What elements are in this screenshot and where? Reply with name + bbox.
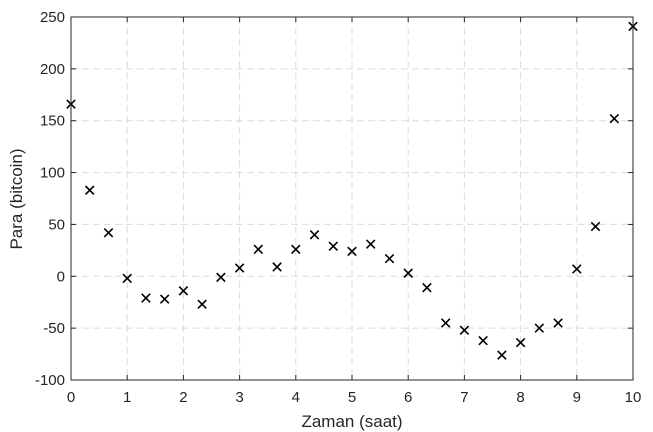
x-tick-label: 5 [348,389,356,406]
y-tick-label: -50 [43,320,65,337]
data-point [590,221,601,232]
data-point [403,268,413,278]
y-axis-label: Para (bitcoin) [7,148,26,249]
data-point [309,230,320,240]
grid-lines [71,17,633,380]
data-point [459,325,470,335]
data-point [534,323,545,333]
data-point [197,299,207,310]
data-point [84,185,95,195]
data-point [234,263,245,273]
x-tick-label: 1 [123,389,131,406]
data-point [440,318,451,328]
data-point [553,318,563,328]
data-point [347,246,357,257]
data-point [328,241,339,251]
x-tick-label: 4 [292,389,300,406]
data-point [515,337,526,348]
x-tick-label: 2 [179,389,187,406]
y-tick-label: 0 [57,268,65,285]
axis-ticks: 0 1 2 3 4 5 6 7 8 9 10 -100 -50 0 50 100 150 200 250 [35,9,641,406]
x-tick-label: 0 [67,389,75,406]
data-point [478,335,488,346]
data-point [572,264,582,274]
x-tick-label: 9 [573,389,581,406]
data-point [216,272,226,283]
data-point [384,253,395,264]
data-point [422,282,432,293]
y-tick-label: 150 [40,113,65,130]
x-tick-label: 10 [625,389,642,406]
x-tick-label: 7 [460,389,468,406]
data-point [159,294,170,304]
data-point [178,286,189,296]
y-tick-label: 200 [40,61,65,78]
data-point [103,227,114,238]
x-tick-label: 8 [516,389,524,406]
data-point [365,239,376,249]
data-point [609,113,620,124]
x-tick-label: 6 [404,389,412,406]
data-point [291,244,301,255]
data-point [272,262,282,272]
data-point [253,244,264,255]
data-points [66,21,638,360]
data-point [122,273,132,284]
x-tick-label: 3 [235,389,243,406]
x-axis-label: Zaman (saat) [301,412,402,431]
data-point [141,293,151,303]
y-tick-label: 50 [48,216,65,233]
y-tick-label: 100 [40,165,65,182]
y-tick-label: 250 [40,9,65,26]
y-tick-label: -100 [35,372,65,389]
data-point [497,350,507,360]
